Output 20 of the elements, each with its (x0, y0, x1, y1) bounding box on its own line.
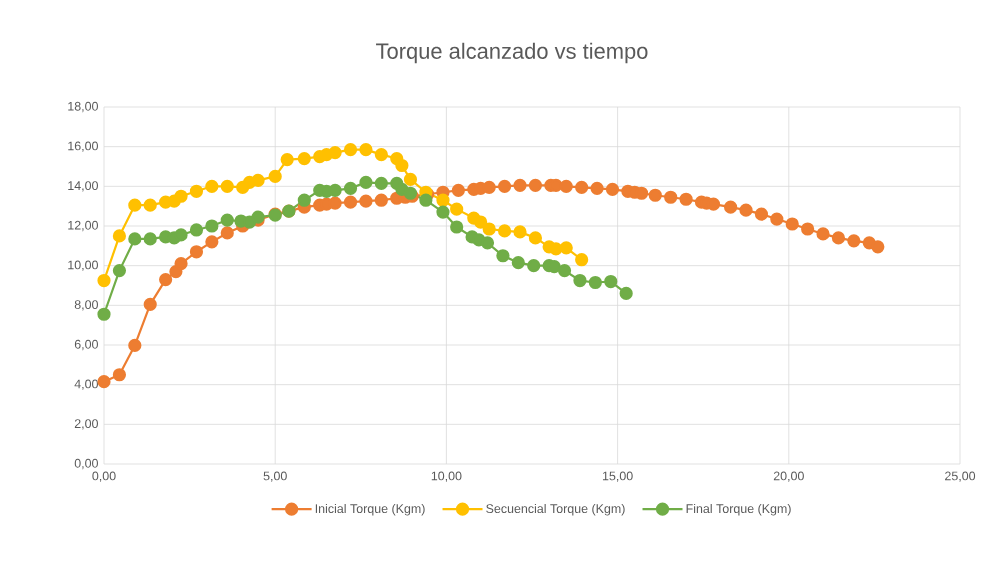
x-tick-label: 5,00 (263, 471, 287, 482)
x-tick-label: 25,00 (945, 471, 976, 482)
legend-label: Final Torque (Kgm) (686, 503, 791, 516)
y-tick-label: 8,00 (74, 300, 98, 311)
y-tick-label: 0,00 (74, 458, 98, 470)
y-tick-label: 4,00 (74, 379, 98, 390)
chart-title: Torque alcanzado vs tiempo (376, 42, 648, 64)
y-tick-label: 2,00 (74, 419, 98, 430)
legend-label: Secuencial Torque (Kgm) (486, 503, 625, 516)
x-tick-label: 15,00 (602, 471, 633, 482)
x-tick-label: 0,00 (92, 471, 116, 482)
y-tick-label: 6,00 (74, 339, 98, 351)
y-tick-label: 10,00 (68, 260, 98, 271)
y-tick-label: 14,00 (68, 181, 98, 192)
y-tick-label: 18,00 (68, 101, 98, 113)
x-tick-label: 10,00 (431, 471, 462, 482)
y-tick-label: 12,00 (68, 220, 98, 232)
legend-label: Inicial Torque (Kgm) (315, 503, 425, 516)
y-tick-label: 16,00 (68, 141, 98, 152)
x-tick-label: 20,00 (773, 471, 804, 482)
